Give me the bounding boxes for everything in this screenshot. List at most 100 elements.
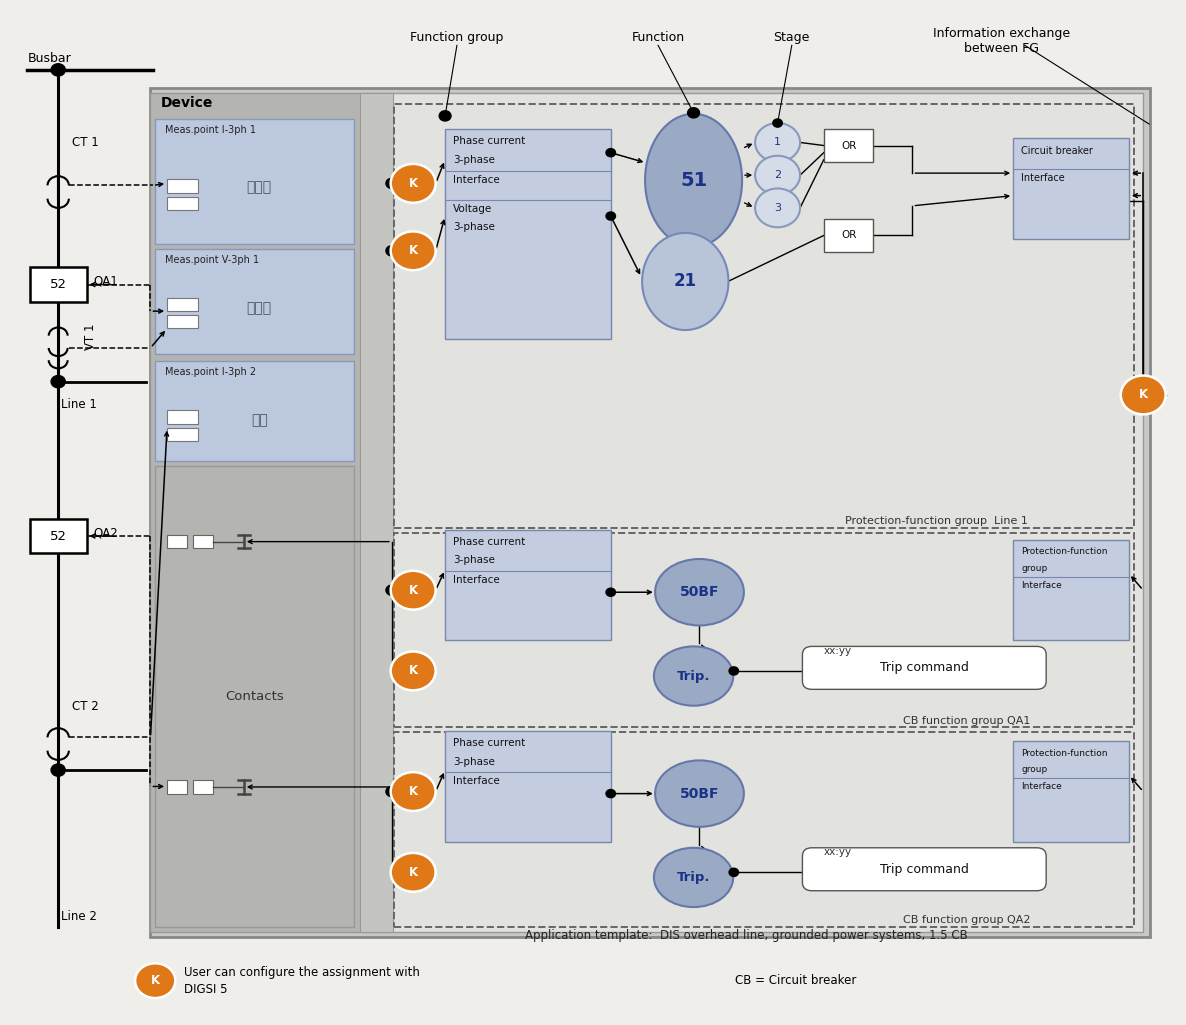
Circle shape — [729, 868, 739, 876]
Bar — [359, 93, 393, 932]
Text: User can configure the assignment with: User can configure the assignment with — [184, 966, 420, 979]
Ellipse shape — [645, 114, 742, 247]
Circle shape — [51, 375, 65, 387]
Text: 3: 3 — [774, 203, 782, 213]
Circle shape — [385, 178, 397, 189]
Text: Line 2: Line 2 — [60, 910, 96, 924]
Text: CT 2: CT 2 — [72, 700, 100, 713]
Text: 52: 52 — [50, 530, 66, 542]
Ellipse shape — [655, 559, 744, 625]
Text: Meas.point I-3ph 1: Meas.point I-3ph 1 — [165, 125, 256, 135]
Ellipse shape — [653, 848, 733, 907]
Circle shape — [755, 123, 801, 162]
Text: Function group: Function group — [410, 31, 504, 44]
Bar — [155, 466, 353, 927]
Text: 3-phase: 3-phase — [453, 155, 496, 165]
Bar — [167, 410, 198, 423]
Text: Interface: Interface — [1021, 782, 1063, 791]
Circle shape — [385, 786, 397, 796]
Text: Protection-function group  Line 1: Protection-function group Line 1 — [844, 516, 1027, 526]
Text: Meas.point I-3ph 2: Meas.point I-3ph 2 — [165, 367, 256, 377]
Ellipse shape — [655, 761, 744, 827]
Text: DIGSI 5: DIGSI 5 — [184, 983, 227, 996]
Text: QA1: QA1 — [94, 275, 119, 288]
Circle shape — [688, 108, 700, 118]
Text: 50BF: 50BF — [680, 585, 719, 600]
Text: VT 1: VT 1 — [84, 324, 96, 350]
Text: K: K — [409, 177, 417, 190]
Circle shape — [773, 119, 783, 127]
Text: Protection-function: Protection-function — [1021, 748, 1108, 757]
Bar — [394, 533, 1134, 727]
Text: OR: OR — [841, 140, 856, 151]
Circle shape — [135, 964, 176, 998]
Text: 51: 51 — [680, 171, 707, 190]
Circle shape — [390, 772, 435, 811]
Text: ⌢⌢: ⌢⌢ — [251, 413, 268, 427]
Text: Circuit breaker: Circuit breaker — [1021, 146, 1093, 156]
Bar — [167, 197, 198, 210]
Bar — [193, 780, 213, 793]
Text: Contacts: Contacts — [225, 690, 283, 703]
Bar — [1013, 138, 1129, 239]
Text: 50BF: 50BF — [680, 786, 719, 801]
Text: CB function group QA2: CB function group QA2 — [904, 915, 1031, 926]
Circle shape — [606, 212, 616, 220]
Text: K: K — [409, 583, 417, 597]
Bar — [394, 104, 1134, 528]
Text: Phase current: Phase current — [453, 537, 525, 547]
Circle shape — [606, 789, 616, 797]
Text: K: K — [409, 244, 417, 257]
Text: Interface: Interface — [453, 575, 500, 585]
Circle shape — [390, 571, 435, 610]
Bar — [167, 535, 187, 548]
Circle shape — [390, 853, 435, 892]
Bar — [193, 535, 213, 548]
Circle shape — [755, 156, 801, 195]
Text: 21: 21 — [674, 273, 697, 290]
Text: Stage: Stage — [773, 31, 810, 44]
Text: 2: 2 — [774, 170, 782, 180]
Text: Function: Function — [631, 31, 684, 44]
Text: 3-phase: 3-phase — [453, 756, 496, 767]
Bar — [394, 732, 1134, 927]
Bar — [445, 731, 611, 842]
Bar — [167, 780, 187, 793]
Circle shape — [606, 149, 616, 157]
Text: 3-phase: 3-phase — [453, 556, 496, 566]
Bar — [445, 129, 611, 338]
Text: Meas.point V-3ph 1: Meas.point V-3ph 1 — [165, 255, 259, 264]
Circle shape — [755, 189, 801, 228]
Circle shape — [51, 764, 65, 776]
Bar — [167, 427, 198, 441]
Text: Trip.: Trip. — [677, 871, 710, 884]
Text: Device: Device — [161, 96, 213, 111]
Bar — [151, 88, 1150, 937]
Ellipse shape — [653, 647, 733, 705]
Bar — [155, 249, 353, 354]
Text: Trip.: Trip. — [677, 669, 710, 683]
Circle shape — [439, 111, 451, 121]
Text: Interface: Interface — [1021, 173, 1065, 183]
Text: Phase current: Phase current — [453, 136, 525, 147]
Text: OR: OR — [841, 231, 856, 241]
Ellipse shape — [642, 233, 728, 330]
Text: Interface: Interface — [453, 776, 500, 786]
Text: group: group — [1021, 564, 1047, 573]
Text: K: K — [1139, 388, 1148, 402]
Bar — [1013, 741, 1129, 842]
Text: 3-phase: 3-phase — [453, 222, 496, 233]
Circle shape — [1121, 375, 1166, 414]
Text: Information exchange
between FG: Information exchange between FG — [932, 27, 1070, 55]
Bar — [362, 93, 1143, 932]
Circle shape — [51, 64, 65, 76]
Text: 1: 1 — [774, 137, 782, 148]
Text: ⌢⌢⌢: ⌢⌢⌢ — [247, 180, 272, 195]
Text: K: K — [409, 866, 417, 878]
Text: 52: 52 — [50, 278, 66, 291]
Bar — [167, 316, 198, 328]
Circle shape — [390, 652, 435, 691]
Bar — [1013, 540, 1129, 641]
Text: K: K — [409, 785, 417, 798]
Text: K: K — [151, 974, 160, 987]
